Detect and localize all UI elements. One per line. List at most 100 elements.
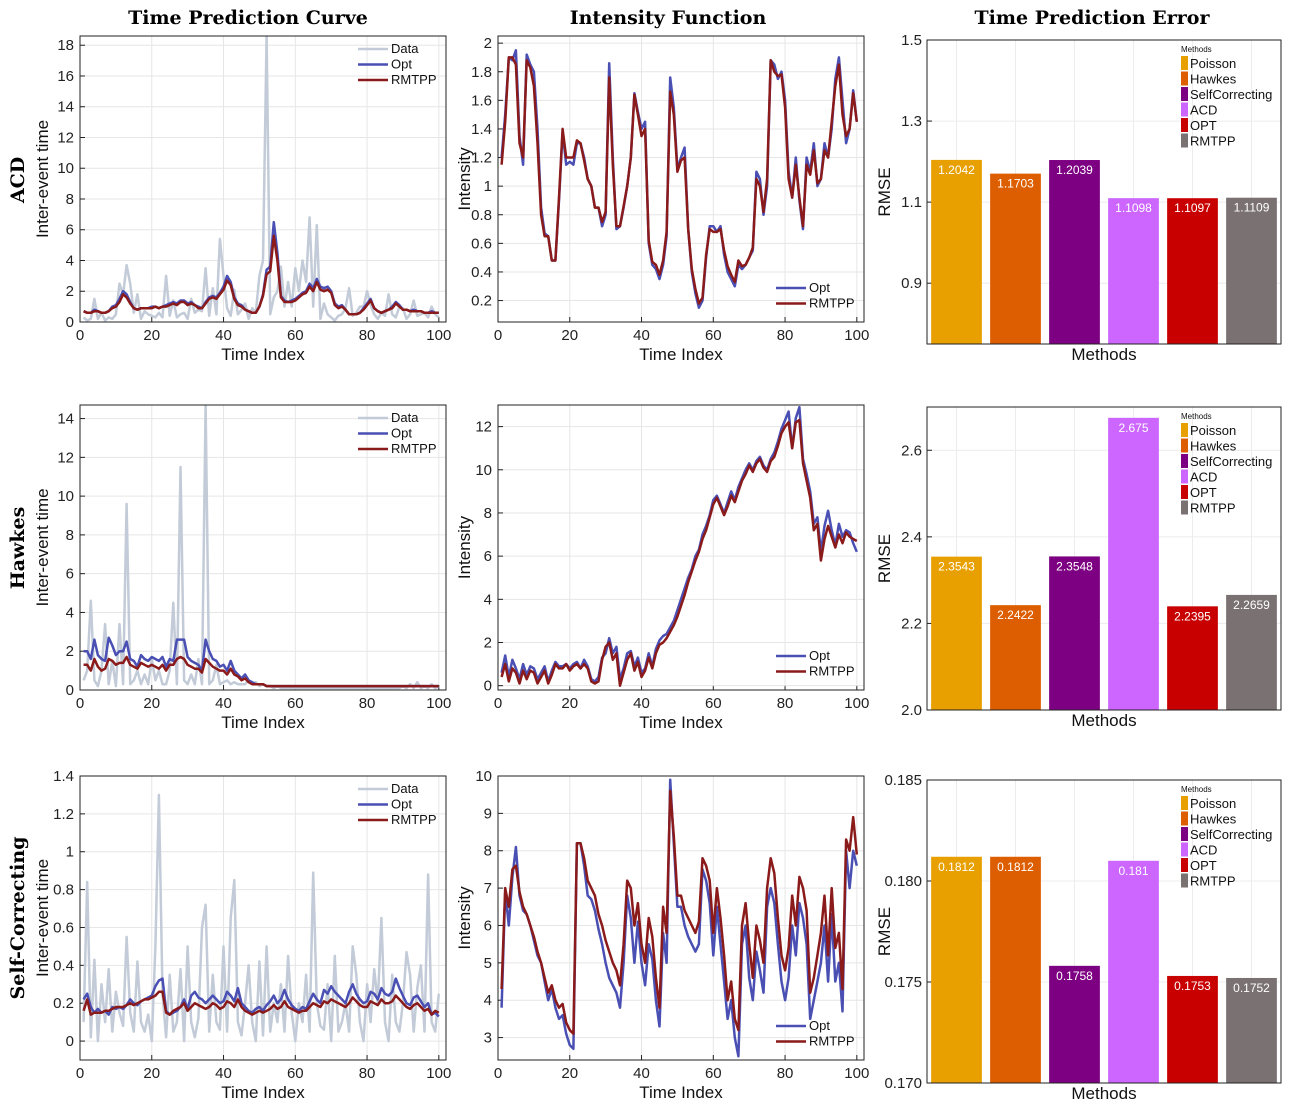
legend-label-selfcorrecting: SelfCorrecting <box>1190 454 1272 469</box>
y-tick-label: 6 <box>66 222 74 239</box>
x-tick-label: 20 <box>143 695 160 712</box>
legend-swatch-poisson <box>1181 56 1188 70</box>
y-tick-label: 4 <box>66 604 74 621</box>
legend-title: Methods <box>1181 412 1212 421</box>
legend-swatch-rmtpp <box>1181 133 1188 148</box>
legend-swatch-hawkes <box>1181 811 1188 826</box>
y-tick-label: 6 <box>66 566 74 583</box>
y-tick-label: 2.2 <box>901 615 922 632</box>
y-tick-label: 0.2 <box>471 293 492 310</box>
x-tick-label: 40 <box>633 1065 650 1082</box>
y-tick-label: 10 <box>57 488 74 505</box>
series-line-rmtpp <box>83 234 439 316</box>
y-tick-label: 14 <box>57 99 74 116</box>
legend-label-opt: OPT <box>1190 858 1217 873</box>
plot-frame <box>926 406 1282 711</box>
y-tick-label: 1.3 <box>901 113 922 130</box>
series-group <box>500 405 858 687</box>
series-group <box>82 405 440 690</box>
x-tick-label: 100 <box>844 1065 869 1082</box>
bar-value-label: 1.2039 <box>1056 163 1093 177</box>
x-tick-label: 60 <box>705 695 722 712</box>
y-tick-label: 10 <box>475 768 492 785</box>
x-tick-label: 0 <box>76 695 84 712</box>
y-tick-label: 2.6 <box>901 442 922 459</box>
bar-value-label: 2.2659 <box>1233 598 1270 612</box>
x-axis-label: Methods <box>1071 711 1136 730</box>
plot-frame <box>926 779 1282 1084</box>
y-tick-label: 14 <box>57 411 74 428</box>
y-tick-label: 1.2 <box>53 806 74 823</box>
x-axis-label: Methods <box>1071 1084 1136 1103</box>
y-tick-label: 12 <box>57 449 74 466</box>
x-axis-label: Time Index <box>639 713 723 732</box>
legend-label-rmtpp: RMTPP <box>391 441 437 456</box>
legend-label-poisson: Poisson <box>1190 56 1236 71</box>
bar-value-label: 1.1109 <box>1234 201 1270 215</box>
legend-label-rmtpp: RMTPP <box>1190 134 1236 149</box>
bar-value-label: 2.2422 <box>997 608 1034 622</box>
series-line-data <box>82 36 440 322</box>
x-tick-label: 60 <box>287 695 304 712</box>
y-axis-label: Intensity <box>455 147 474 211</box>
y-tick-label: 7 <box>484 880 492 897</box>
y-tick-label: 4 <box>66 252 74 269</box>
legend-label-acd: ACD <box>1190 470 1217 485</box>
bar-rmtpp <box>1226 594 1277 710</box>
legend-label-opt: Opt <box>391 426 412 441</box>
y-tick-label: 5 <box>484 955 492 972</box>
y-tick-label: 0 <box>484 678 492 695</box>
bar-poisson <box>931 856 982 1083</box>
y-tick-label: 9 <box>484 805 492 822</box>
x-tick-label: 40 <box>633 695 650 712</box>
y-tick-label: 1 <box>484 178 492 195</box>
legend-label-opt: Opt <box>391 797 412 812</box>
series-line-opt <box>500 778 859 1058</box>
x-tick-label: 20 <box>561 695 578 712</box>
y-tick-label: 0.9 <box>901 275 922 292</box>
legend-label-opt: Opt <box>391 57 412 72</box>
bar-hawkes <box>990 856 1041 1083</box>
y-tick-label: 12 <box>475 419 492 436</box>
y-tick-label: 1 <box>66 844 74 861</box>
legend-label-opt: OPT <box>1190 485 1217 500</box>
plot-area <box>927 407 1281 710</box>
legend-label-opt: Opt <box>809 1018 830 1033</box>
legend-label-opt: OPT <box>1190 118 1217 133</box>
legend-label-poisson: Poisson <box>1190 796 1236 811</box>
x-axis-label: Time Index <box>639 345 723 364</box>
y-tick-label: 1.5 <box>901 32 922 49</box>
x-tick-label: 60 <box>287 1065 304 1082</box>
bar-acd <box>1108 198 1159 344</box>
y-tick-label: 18 <box>57 37 74 54</box>
y-tick-label: 2 <box>66 283 74 300</box>
y-tick-label: 0 <box>66 314 74 331</box>
legend-label-data: Data <box>391 410 419 425</box>
x-tick-label: 60 <box>287 327 304 344</box>
x-tick-label: 40 <box>633 327 650 344</box>
x-tick-label: 80 <box>777 1065 794 1082</box>
legend-label-opt: Opt <box>809 280 830 295</box>
panel-1-3: 0.9 1.1 1.3 1.5 1.2042 1.1703 1.2039 1.1098 1.10… <box>875 32 1282 364</box>
column-title-1: Time Prediction Curve <box>128 7 368 29</box>
y-tick-label: 8 <box>484 843 492 860</box>
legend-label-hawkes: Hawkes <box>1190 812 1237 827</box>
plot-frame <box>79 35 447 323</box>
legend-label-rmtpp: RMTPP <box>809 664 855 679</box>
y-tick-label: 0 <box>66 682 74 699</box>
plot-frame <box>79 775 447 1061</box>
y-axis-label: RMSE <box>875 534 894 583</box>
bar-poisson <box>931 556 982 710</box>
bar-rmtpp <box>1226 197 1277 344</box>
y-tick-label: 3 <box>484 1030 492 1047</box>
y-tick-label: 8 <box>66 527 74 544</box>
y-tick-label: 1.6 <box>471 92 492 109</box>
x-axis-label: Time Index <box>221 1083 305 1102</box>
legend-swatch-poisson <box>1181 423 1188 437</box>
legend-swatch-rmtpp <box>1181 873 1188 888</box>
y-tick-label: 1.4 <box>471 121 492 138</box>
series-group <box>82 793 441 1043</box>
plot-area <box>80 405 446 690</box>
